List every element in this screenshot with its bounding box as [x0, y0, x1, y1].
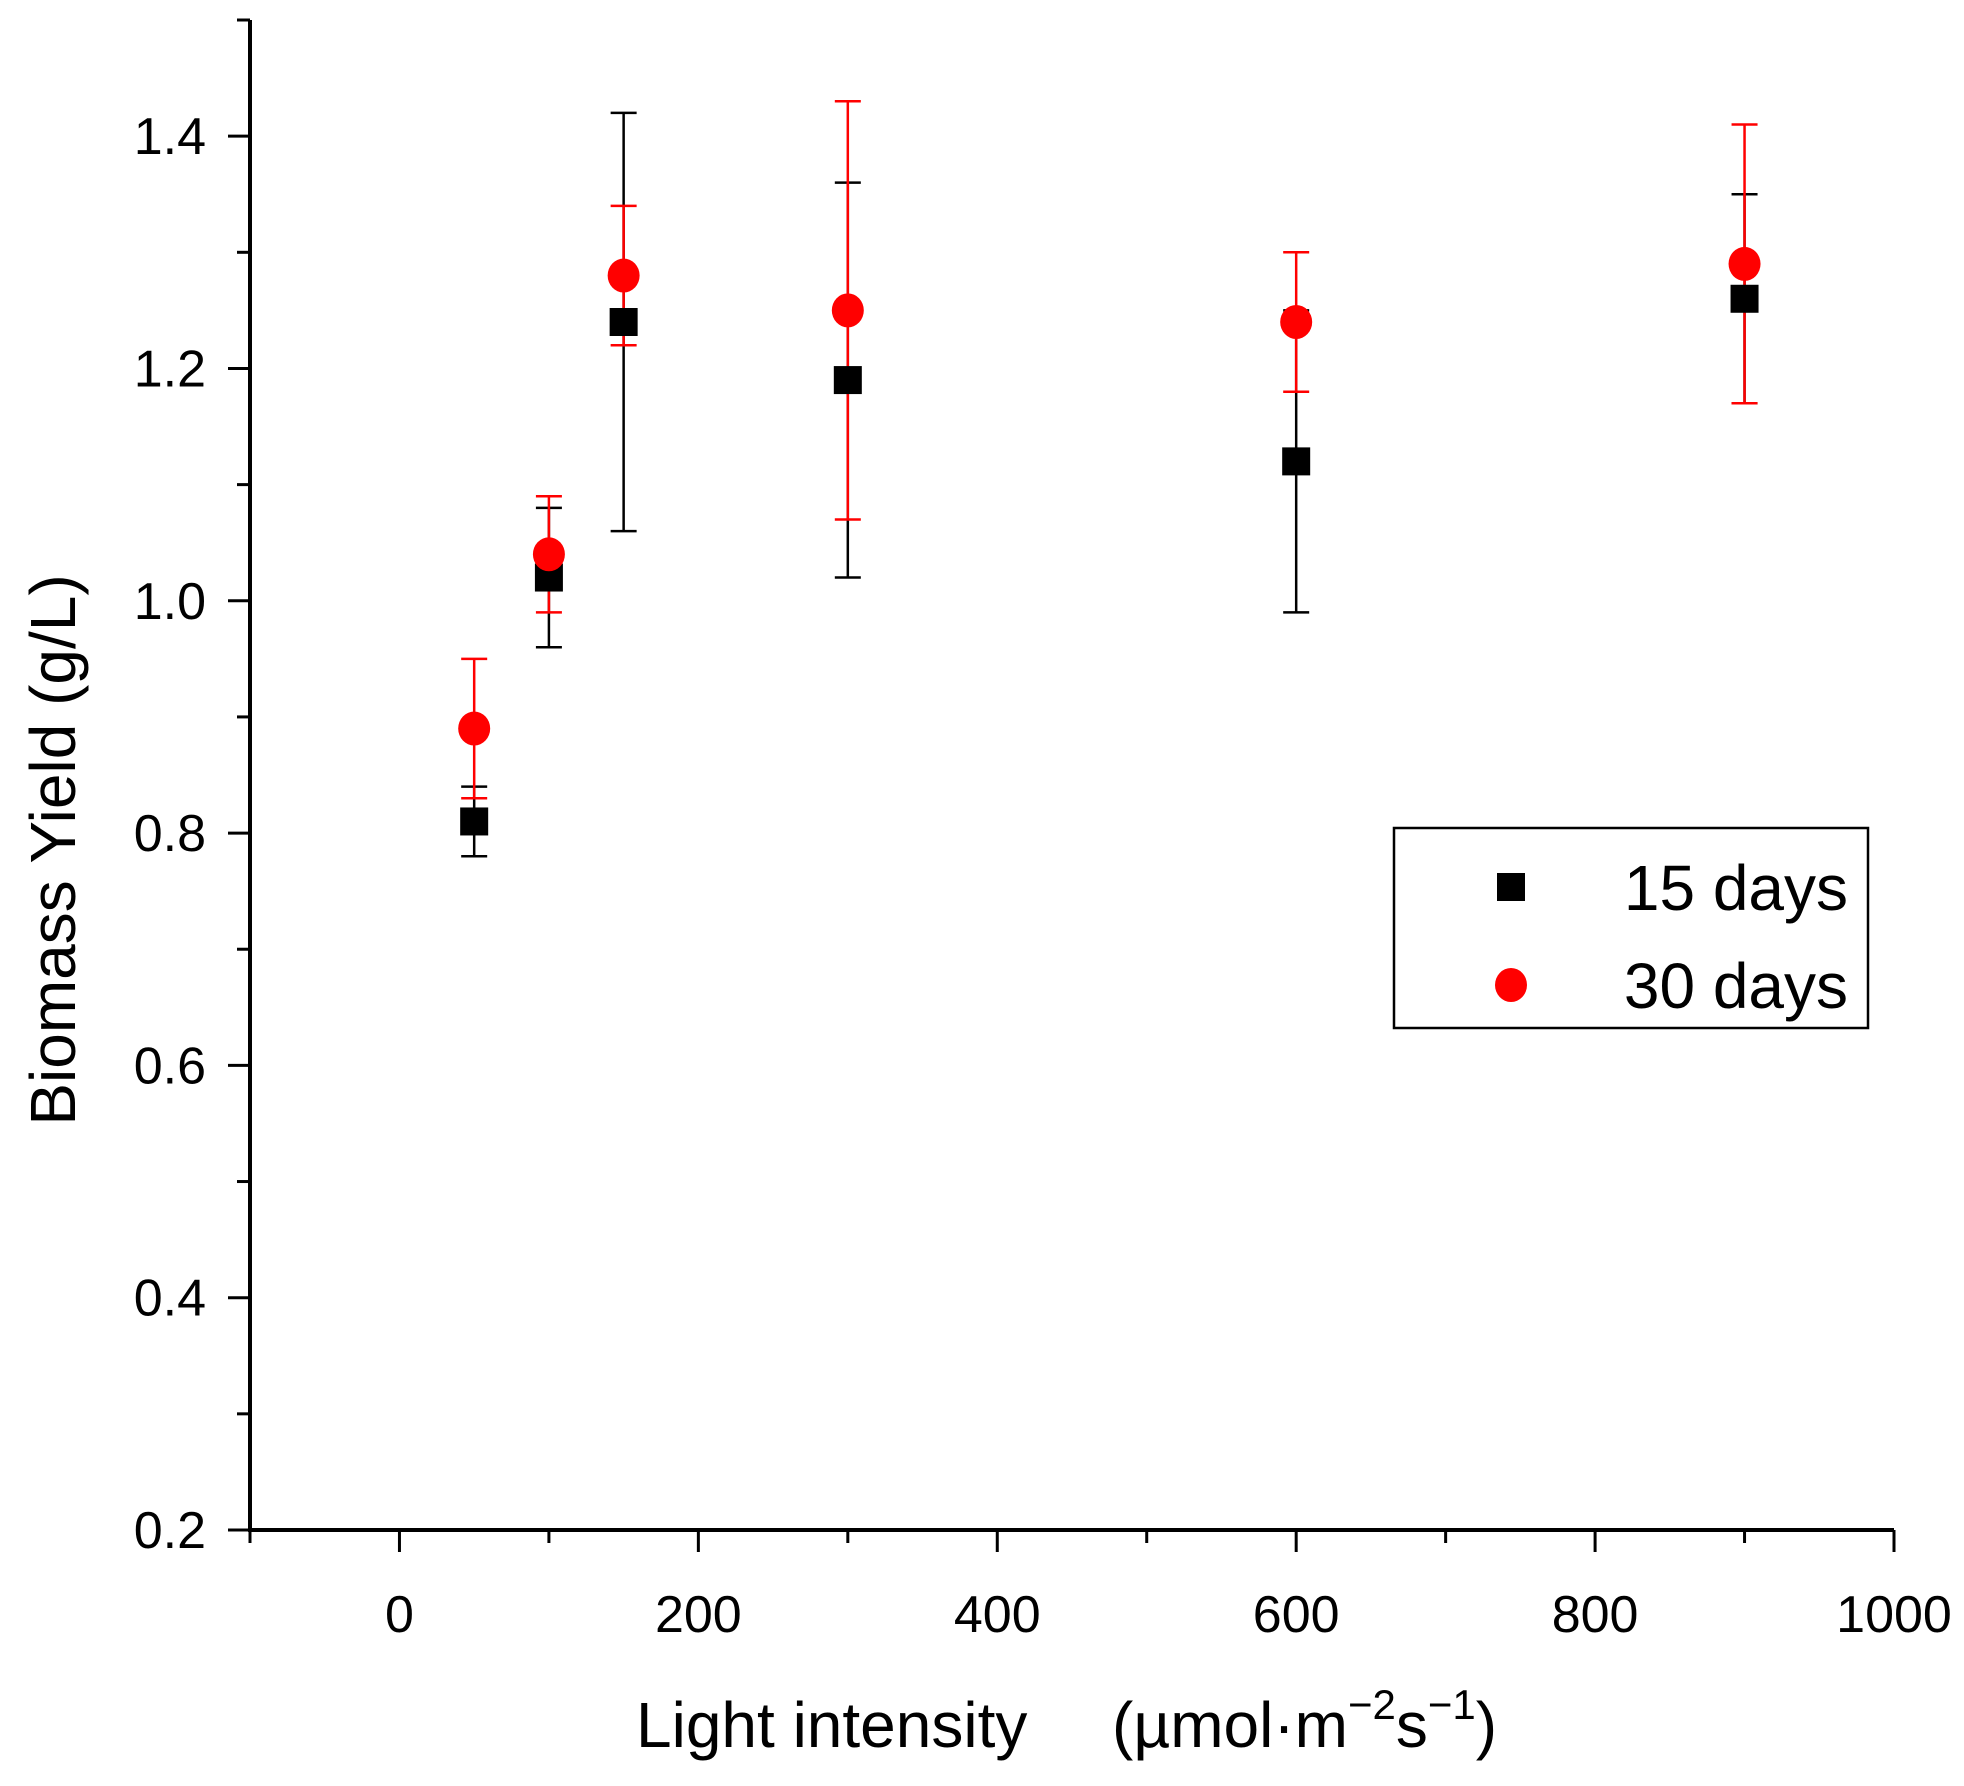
legend-box: [1392, 826, 1870, 1030]
axes: [248, 20, 1894, 1532]
y-tick-label: 0.4: [134, 1270, 206, 1328]
y-tick-label: 1.4: [134, 108, 206, 166]
x-tick-label: 400: [954, 1586, 1041, 1644]
legend-marker-15-days: [1497, 873, 1525, 901]
legend-label-30-days: 30 days: [1624, 950, 1848, 1022]
x-tick-label: 1000: [1836, 1586, 1952, 1644]
legend-label-15-days: 15 days: [1624, 852, 1848, 924]
x-axis-title: Light intensity (µmol·m−2s−1): [636, 1681, 1497, 1761]
x-tick-label: 0: [385, 1586, 414, 1644]
legend: 15 days 30 days: [1392, 826, 1870, 1030]
unit-base: µmol·m: [1133, 1689, 1348, 1761]
marker-30-days: [607, 258, 640, 293]
unit-close: ): [1476, 1689, 1497, 1761]
marker-15-days: [833, 366, 862, 395]
marker-15-days: [609, 308, 638, 336]
marker-30-days: [1280, 305, 1313, 339]
marker-30-days: [458, 711, 491, 746]
y-tick-label: 0.6: [134, 1037, 206, 1095]
unit-mid: s: [1396, 1689, 1428, 1761]
y-tick-label: 1.0: [134, 573, 206, 631]
error-bars: [461, 100, 1758, 858]
marker-30-days: [1728, 246, 1761, 281]
markers: [458, 246, 1761, 836]
x-axis-title-unit: (µmol·m−2s−1): [1112, 1681, 1497, 1761]
unit-exp2: −1: [1428, 1681, 1476, 1728]
marker-15-days: [1730, 284, 1759, 313]
marker-15-days: [460, 807, 489, 836]
y-axis-title: Biomass Yield (g/L): [17, 574, 89, 1125]
x-tick-label: 600: [1253, 1586, 1340, 1644]
legend-marker-30-days: [1495, 968, 1527, 1002]
y-tick-label: 1.2: [134, 340, 206, 398]
x-axis-title-text: Light intensity: [636, 1689, 1027, 1761]
marker-15-days: [1282, 447, 1311, 476]
y-tick-label: 0.8: [134, 805, 206, 863]
x-tick-label: 800: [1552, 1586, 1639, 1644]
unit-open: (: [1112, 1689, 1133, 1761]
marker-30-days: [532, 537, 565, 572]
y-tick-label: 0.2: [134, 1502, 206, 1560]
marker-30-days: [831, 293, 864, 328]
tick-labels: 0 200 400 600 800 1000 0.2 0.4 0.6 0.8 1.0 1.2 1.4: [134, 108, 1952, 1644]
ticks: [228, 18, 1896, 1552]
unit-exp1: −2: [1348, 1681, 1396, 1728]
x-tick-label: 200: [655, 1586, 742, 1644]
